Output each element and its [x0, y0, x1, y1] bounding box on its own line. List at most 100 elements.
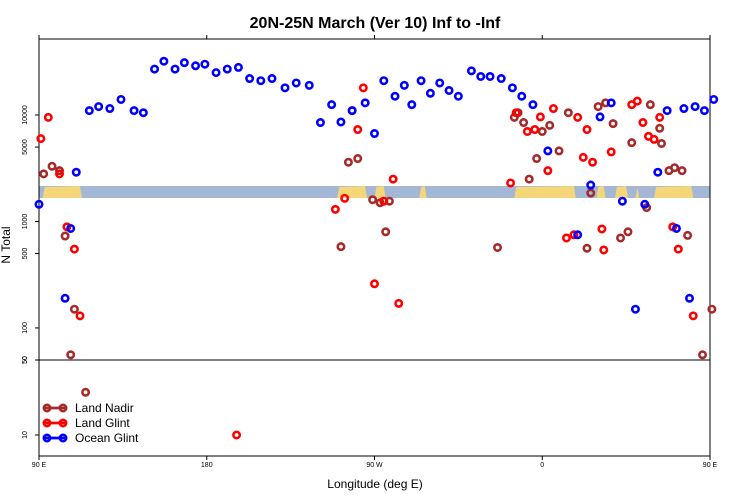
ocean-glint-point: [129, 106, 139, 116]
ocean-glint-point: [191, 61, 201, 71]
y-axis-label: N Total: [0, 226, 13, 263]
ocean-glint-point: [662, 106, 672, 116]
series-land-nadir: [39, 98, 717, 397]
ocean-glint-point: [327, 100, 337, 110]
ocean-glint-point: [34, 199, 44, 209]
y-tick-label-upper: 100: [22, 322, 29, 334]
land-nadir-point: [698, 350, 708, 360]
ocean-glint-point: [170, 64, 180, 74]
ocean-glint-point: [399, 80, 409, 90]
map-land-5: [596, 186, 606, 198]
series-land-glint: [36, 83, 698, 440]
upper-panel-frame: [38, 38, 711, 361]
map-land-3: [419, 186, 427, 198]
land-nadir-point: [616, 233, 626, 243]
land-glint-point: [232, 430, 242, 440]
ocean-glint-point: [159, 56, 169, 66]
land-nadir-point: [683, 230, 693, 240]
ocean-glint-point: [606, 98, 616, 108]
map-land-4: [514, 186, 576, 198]
ocean-glint-point: [390, 91, 400, 101]
y-tick-label-upper: 10000: [22, 105, 29, 125]
land-glint-point: [606, 147, 616, 157]
map-land-2: [374, 186, 386, 198]
x-tick-label: 90 E: [32, 462, 47, 469]
land-glint-point: [582, 125, 592, 135]
land-glint-point: [340, 193, 350, 203]
ocean-glint-point: [528, 100, 538, 110]
land-nadir-point: [623, 227, 633, 237]
y-tick-label-upper: 500: [22, 248, 29, 260]
land-glint-point: [530, 125, 540, 135]
land-glint-point: [638, 118, 648, 128]
ocean-glint-point: [233, 62, 243, 72]
land-glint-point: [353, 125, 363, 135]
land-nadir-point: [381, 227, 391, 237]
land-glint-point: [69, 244, 79, 254]
legend-marker-land-glint: [58, 418, 68, 428]
land-glint-point: [588, 157, 598, 167]
ocean-glint-point: [416, 76, 426, 86]
land-nadir-point: [368, 195, 378, 205]
y-tick-label-lower: 50: [22, 356, 29, 364]
land-nadir-point: [586, 188, 596, 198]
ocean-glint-point: [466, 66, 476, 76]
land-glint-point: [388, 174, 398, 184]
x-axis: 90 E 180 90 W 0 90 E: [32, 456, 718, 469]
legend-marker-land-nadir: [42, 403, 52, 413]
land-glint-point: [369, 279, 379, 289]
land-nadir-point: [608, 119, 618, 129]
ocean-glint-point: [245, 74, 255, 84]
ocean-glint-point: [543, 146, 553, 156]
ocean-glint-point: [671, 223, 681, 233]
ocean-glint-point: [336, 117, 346, 127]
land-nadir-point: [537, 126, 547, 136]
land-glint-point: [548, 104, 558, 114]
ocean-glint-point: [425, 88, 435, 98]
y-tick-label-upper: 50: [22, 356, 29, 364]
land-glint-point: [573, 112, 583, 122]
legend-marker-land-nadir: [58, 403, 68, 413]
land-glint-point: [632, 96, 642, 106]
land-nadir-point: [677, 166, 687, 176]
x-tick-label: 0: [540, 462, 544, 469]
y-axis-lower: 10 50: [22, 356, 39, 439]
ocean-glint-point: [617, 196, 627, 206]
land-nadir-point: [627, 138, 637, 148]
land-glint-point: [394, 298, 404, 308]
ocean-glint-point: [407, 100, 417, 110]
legend-label-ocean-glint: Ocean Glint: [75, 431, 139, 445]
land-nadir-point: [657, 138, 667, 148]
land-glint-point: [649, 134, 659, 144]
ocean-glint-point: [453, 91, 463, 101]
ocean-glint-point: [222, 64, 232, 74]
land-glint-point: [43, 112, 53, 122]
legend-label-land-glint: Land Glint: [75, 416, 130, 430]
land-glint-point: [379, 196, 389, 206]
ocean-glint-point: [315, 118, 325, 128]
ocean-glint-point: [679, 104, 689, 114]
ocean-glint-point: [684, 293, 694, 303]
ocean-glint-point: [105, 104, 115, 114]
ocean-glint-point: [485, 71, 495, 81]
land-glint-point: [578, 152, 588, 162]
chart-title: 20N-25N March (Ver 10) Inf to -Inf: [250, 15, 501, 32]
ocean-glint-point: [517, 91, 527, 101]
land-nadir-point: [593, 102, 603, 112]
land-glint-point: [688, 311, 698, 321]
land-glint-point: [55, 169, 65, 179]
map-land-8: [654, 186, 694, 198]
ocean-glint-point: [280, 83, 290, 93]
x-axis-top: [38, 35, 711, 39]
land-glint-point: [655, 112, 665, 122]
ocean-glint-point: [496, 74, 506, 84]
land-nadir-point: [66, 350, 76, 360]
ocean-glint-point: [256, 76, 266, 86]
land-glint-point: [358, 83, 368, 93]
x-axis-label: Longitude (deg E): [327, 477, 422, 491]
land-nadir-point: [353, 154, 363, 164]
land-nadir-point: [545, 120, 555, 130]
land-nadir-point: [563, 108, 573, 118]
land-glint-point: [506, 178, 516, 188]
land-nadir-point: [493, 242, 503, 252]
